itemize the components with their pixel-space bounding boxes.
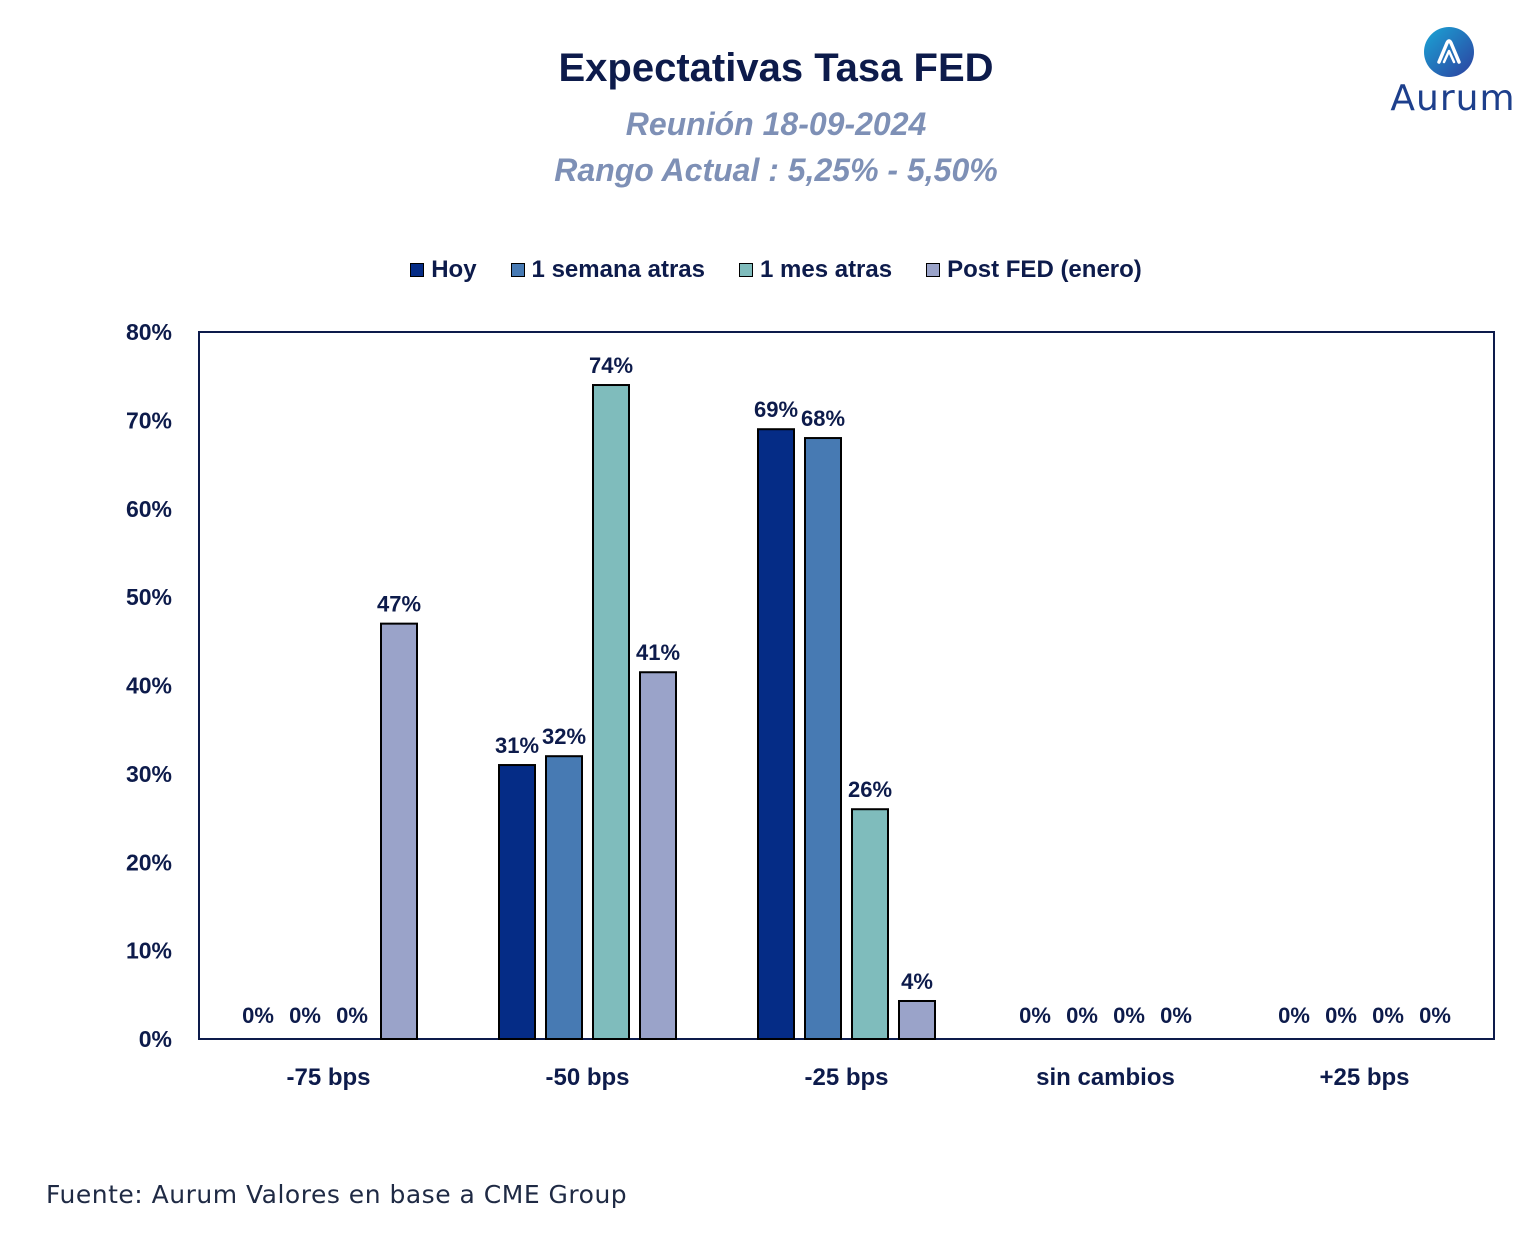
y-tick-label: 20%: [126, 849, 172, 875]
x-category-label: -25 bps: [804, 1064, 888, 1091]
y-axis-ticks: 0% 10% 20% 30% 40% 50% 60% 70% 80%: [126, 319, 172, 1052]
data-label: 0%: [242, 1003, 274, 1028]
x-category-label: -50 bps: [545, 1064, 629, 1091]
data-label: 31%: [495, 733, 539, 758]
legend-label: Hoy: [431, 256, 477, 283]
bar: [545, 755, 583, 1040]
data-labels: 0% 0% 0% 47% 31% 32% 74% 41% 69% 68% 26% 4% 0% 0% 0% 0%…: [242, 353, 1451, 1028]
data-label: 0%: [1160, 1003, 1192, 1028]
bar: [639, 671, 677, 1041]
bar: [898, 999, 936, 1041]
aurum-logo-text: Aurum: [1390, 78, 1516, 119]
legend-label: Post FED (enero): [947, 256, 1142, 283]
data-label: 0%: [1325, 1003, 1357, 1028]
data-label: 74%: [589, 353, 633, 378]
x-axis-labels: -75 bps -50 bps -25 bps sin cambios +25 bps: [286, 1064, 1409, 1091]
bar: [380, 622, 418, 1040]
chart-title: Expectativas Tasa FED: [558, 46, 994, 90]
plot-area-frame: [198, 331, 1495, 1040]
bar: [498, 764, 536, 1040]
source-note: Fuente: Aurum Valores en base a CME Grou…: [46, 1180, 628, 1209]
data-label: 0%: [1019, 1003, 1051, 1028]
x-category-label: sin cambios: [1036, 1064, 1175, 1091]
bar: [592, 384, 630, 1040]
y-tick-label: 80%: [126, 319, 172, 345]
legend-swatch: [739, 263, 753, 277]
legend-swatch: [926, 263, 941, 277]
bar: [804, 437, 842, 1040]
y-tick-label: 0%: [139, 1026, 172, 1052]
legend-label: 1 semana atras: [531, 256, 705, 283]
data-label: 0%: [1278, 1003, 1310, 1028]
data-label: 0%: [1372, 1003, 1404, 1028]
data-label: 47%: [377, 592, 421, 617]
legend-item-0: Hoy: [410, 256, 477, 284]
bar-chart: 0% 10% 20% 30% 40% 50% 60% 70% 80% 0% 0% 0% 47% 31% 3…: [126, 319, 1495, 1091]
y-tick-label: 50%: [126, 584, 172, 610]
data-label: 69%: [754, 397, 798, 422]
y-tick-label: 60%: [126, 496, 172, 522]
y-tick-label: 30%: [126, 761, 172, 787]
data-label: 0%: [1113, 1003, 1145, 1028]
data-label: 41%: [636, 640, 680, 665]
x-category-label: -75 bps: [286, 1064, 370, 1091]
bar-series: [380, 384, 936, 1041]
data-label: 32%: [542, 724, 586, 749]
chart-legend: Hoy 1 semana atras 1 mes atras Post FED (en…: [0, 256, 1540, 284]
y-tick-label: 10%: [126, 938, 172, 964]
data-label: 0%: [1066, 1003, 1098, 1028]
bar: [757, 428, 795, 1040]
legend-swatch: [410, 263, 425, 277]
aurum-logo: Aurum: [1386, 22, 1520, 120]
y-tick-label: 40%: [126, 673, 172, 699]
legend-item-3: Post FED (enero): [926, 256, 1142, 284]
data-label: 4%: [901, 969, 933, 994]
data-label: 68%: [801, 406, 845, 431]
data-label: 0%: [289, 1003, 321, 1028]
y-tick-label: 70%: [126, 407, 172, 433]
data-label: 26%: [848, 777, 892, 802]
chart-subtitle-meeting: Reunión 18-09-2024: [625, 106, 927, 142]
aurum-a-logo-icon: [1424, 27, 1474, 77]
data-label: 0%: [336, 1003, 368, 1028]
data-label: 0%: [1419, 1003, 1451, 1028]
legend-label: 1 mes atras: [760, 256, 893, 283]
chart-subtitle-range: Rango Actual : 5,25% - 5,50%: [554, 152, 998, 188]
bar: [851, 808, 889, 1040]
legend-item-1: 1 semana atras: [510, 256, 705, 284]
legend-swatch: [510, 263, 525, 277]
legend-item-2: 1 mes atras: [739, 256, 892, 284]
x-category-label: +25 bps: [1319, 1064, 1409, 1091]
